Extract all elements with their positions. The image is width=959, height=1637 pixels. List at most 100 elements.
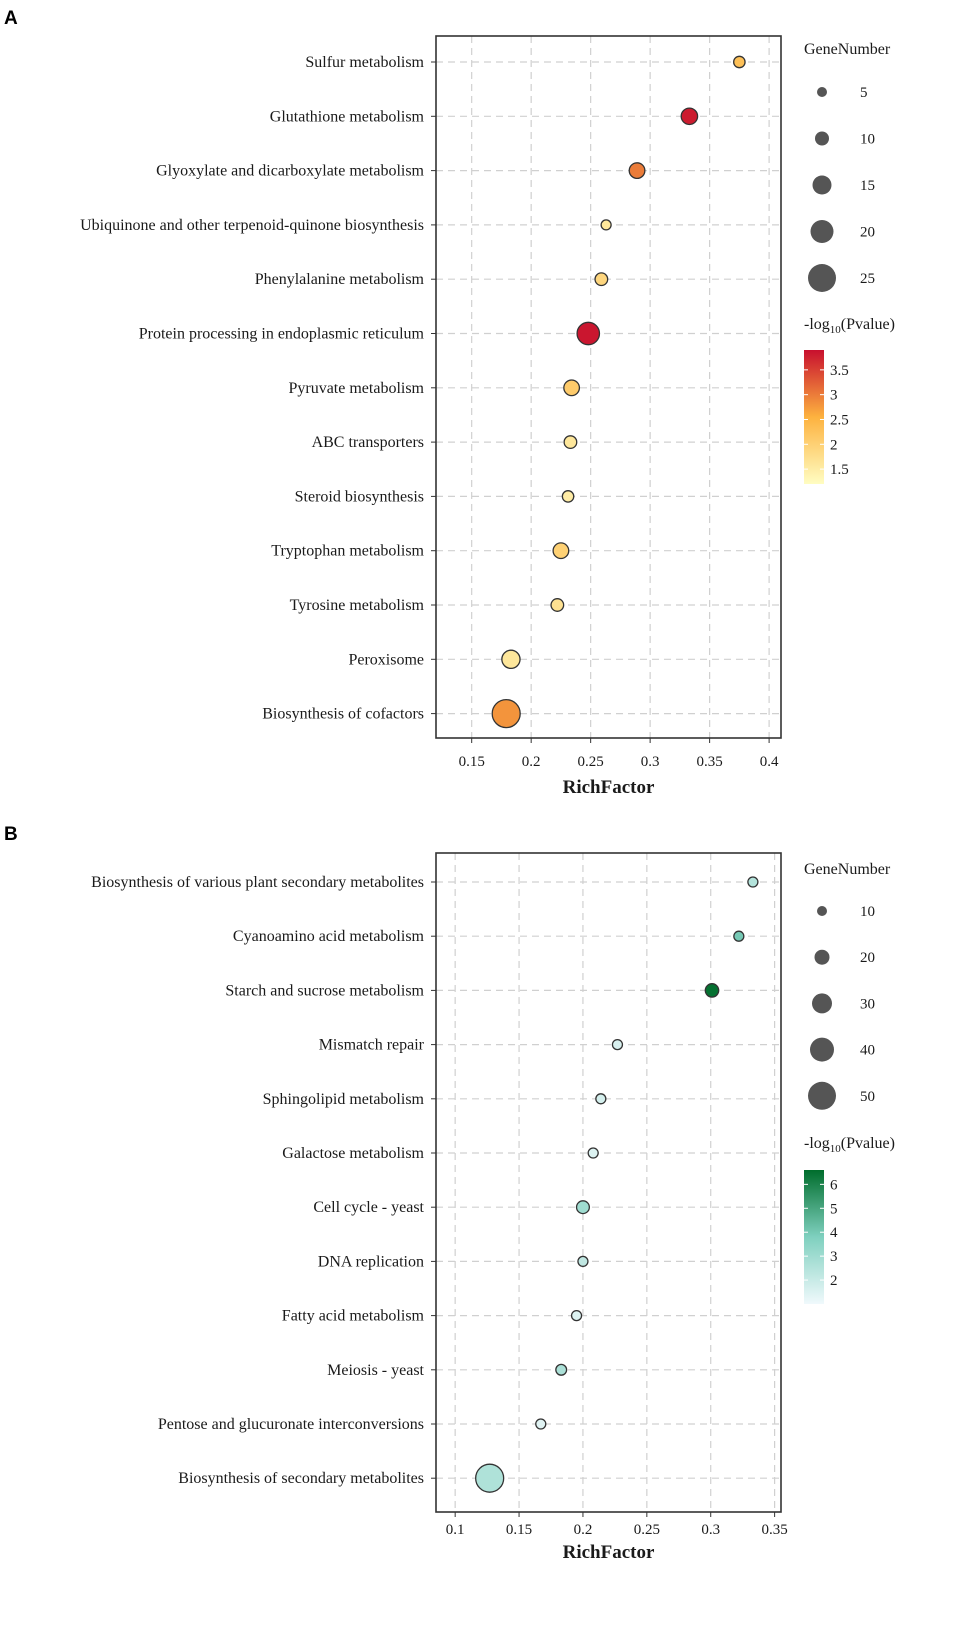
color-tick-label: 4 [830, 1225, 838, 1241]
size-legend-label: 5 [860, 85, 868, 101]
x-tick-label: 0.25 [634, 1522, 660, 1538]
data-point [550, 598, 565, 612]
data-point [535, 1418, 547, 1430]
x-tick-label: 0.2 [574, 1522, 593, 1538]
term-label: Biosynthesis of cofactors [262, 706, 424, 723]
size-legend-dot [817, 87, 827, 97]
size-legend-dot [810, 220, 834, 243]
x-tick-label: 0.3 [701, 1522, 720, 1538]
data-point [595, 1093, 607, 1105]
size-legend-dot [812, 993, 832, 1014]
term-label: Galactose metabolism [282, 1145, 424, 1162]
color-tick-label: 2 [830, 437, 838, 453]
size-legend-label: 50 [860, 1089, 875, 1105]
panel-b: B Biosynthesis of various plant secondary… [4, 824, 895, 1563]
data-point [747, 876, 759, 888]
term-label: Glutathione metabolism [270, 108, 425, 125]
term-label: Protein processing in endoplasmic reticu… [139, 326, 425, 343]
size-legend-label: 20 [860, 950, 875, 966]
size-legend-dot [810, 1037, 834, 1062]
color-legend-title: -log10(Pvalue) [804, 1135, 895, 1155]
size-legend-label: 20 [860, 225, 875, 241]
size-legend-label: 15 [860, 178, 875, 194]
color-tick-label: 6 [830, 1177, 838, 1193]
term-label: DNA replication [318, 1253, 424, 1270]
data-point [491, 698, 521, 729]
data-point [555, 1363, 568, 1376]
data-point [576, 321, 601, 346]
data-point [600, 219, 612, 231]
term-label: Cell cycle - yeast [313, 1199, 424, 1216]
term-label: Fatty acid metabolism [282, 1308, 425, 1325]
term-label: Sulfur metabolism [305, 54, 424, 71]
x-tick-label: 0.35 [696, 754, 722, 770]
term-label: Steroid biosynthesis [295, 488, 424, 505]
term-label: Biosynthesis of secondary metabolites [178, 1470, 424, 1487]
size-legend-dot [808, 1081, 836, 1110]
x-tick-label: 0.2 [522, 754, 541, 770]
data-point [733, 55, 746, 69]
color-tick-label: 1.5 [830, 462, 849, 478]
panel-a: A Sulfur metabolism Glutathione metabolism… [4, 8, 895, 798]
panel-letter: B [4, 824, 18, 845]
term-label: Starch and sucrose metabolism [225, 982, 424, 999]
term-label: Sphingolipid metabolism [263, 1091, 425, 1108]
x-tick-label: 0.1 [446, 1522, 465, 1538]
plot-frame [435, 35, 782, 739]
color-tick-label: 3.5 [830, 363, 849, 379]
term-label: Tryptophan metabolism [271, 543, 424, 560]
x-tick-label: 0.15 [459, 754, 485, 770]
size-legend-dot [812, 175, 832, 195]
x-axis-title: RichFactor [563, 1542, 655, 1563]
term-label: Ubiquinone and other terpenoid-quinone b… [80, 217, 424, 234]
term-label: Cyanoamino acid metabolism [233, 928, 425, 945]
color-tick-label: 5 [830, 1201, 838, 1217]
term-label: Pentose and glucuronate interconversions [158, 1416, 424, 1433]
data-point [611, 1038, 624, 1051]
size-legend-label: 10 [860, 904, 875, 920]
color-bar [804, 350, 824, 484]
color-tick-label: 3 [830, 388, 838, 404]
color-tick-label: 2 [830, 1273, 838, 1289]
data-point [733, 930, 745, 942]
data-point [704, 983, 720, 998]
data-point [594, 272, 609, 287]
data-point [501, 649, 521, 670]
term-label: Tyrosine metabolism [290, 597, 425, 614]
color-tick-label: 3 [830, 1249, 838, 1265]
data-point [587, 1147, 599, 1159]
term-label: Pyruvate metabolism [288, 380, 424, 397]
data-point [680, 107, 699, 126]
term-label: Mismatch repair [319, 1037, 425, 1054]
data-point [563, 379, 581, 397]
size-legend-dot [808, 264, 836, 292]
size-legend-dot [817, 906, 827, 916]
x-tick-label: 0.15 [506, 1522, 532, 1538]
size-legend-dot [814, 949, 830, 965]
size-legend-title: GeneNumber [804, 861, 891, 878]
size-legend-label: 30 [860, 996, 875, 1012]
data-point [570, 1309, 583, 1322]
x-tick-label: 0.4 [760, 754, 779, 770]
x-tick-label: 0.25 [578, 754, 604, 770]
size-legend-label: 40 [860, 1043, 875, 1059]
data-point [561, 490, 575, 503]
size-legend-title: GeneNumber [804, 41, 891, 58]
x-tick-label: 0.3 [641, 754, 660, 770]
size-legend-label: 25 [860, 271, 875, 287]
data-point [628, 162, 646, 180]
plot-frame [435, 852, 782, 1513]
data-point [563, 435, 578, 450]
x-axis-title: RichFactor [563, 777, 655, 798]
data-point [575, 1200, 590, 1215]
color-tick-label: 2.5 [830, 412, 849, 428]
term-label: Glyoxylate and dicarboxylate metabolism [156, 163, 424, 180]
color-legend-title: -log10(Pvalue) [804, 316, 895, 336]
data-point [475, 1463, 505, 1493]
term-label: Biosynthesis of various plant secondary … [91, 874, 424, 891]
term-label: Meiosis - yeast [327, 1362, 424, 1379]
term-label: Peroxisome [348, 651, 424, 668]
size-legend-label: 10 [860, 132, 875, 148]
data-point [552, 542, 570, 560]
